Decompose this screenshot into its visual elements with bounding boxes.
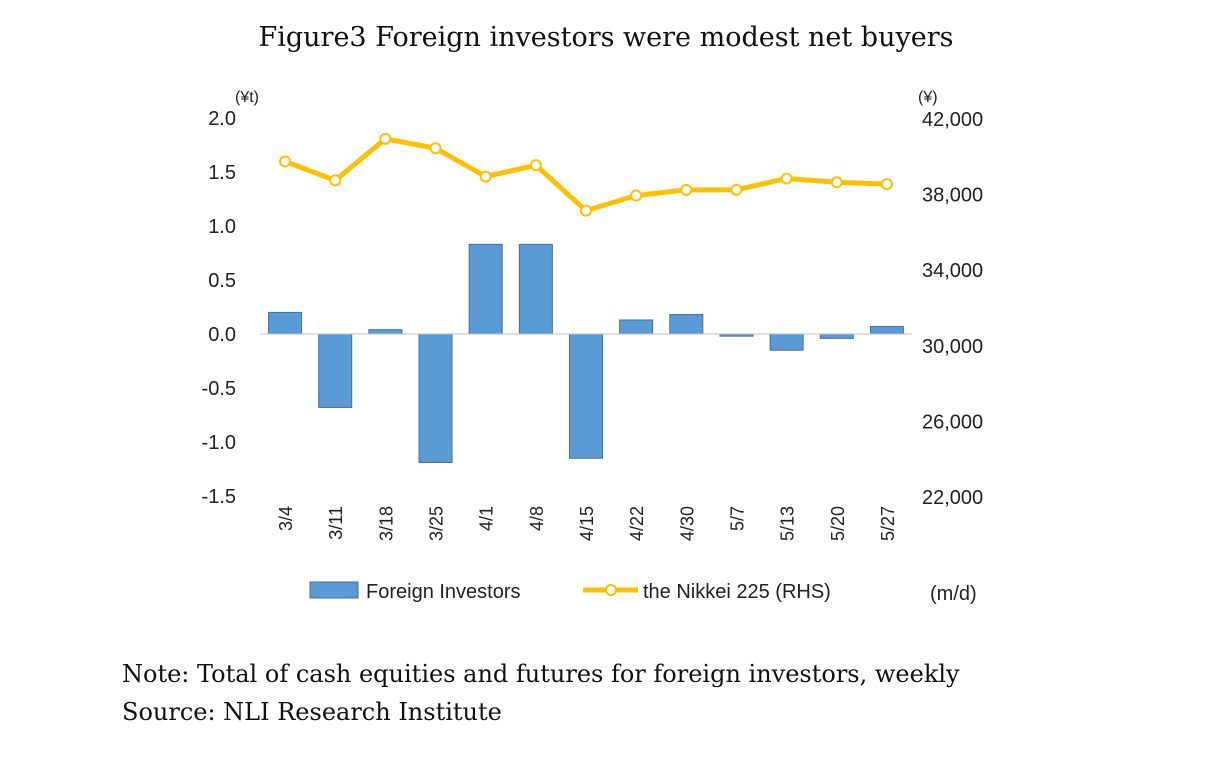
line-point bbox=[379, 132, 392, 145]
bar bbox=[869, 325, 904, 335]
line-point bbox=[730, 183, 743, 196]
x-tick-label: 4/30 bbox=[677, 506, 697, 541]
x-tick-label: 3/25 bbox=[427, 506, 447, 541]
line-point bbox=[479, 170, 492, 183]
left-axis: -1.5 -1.0 -0.5 0.0 0.5 1.0 1.5 2.0 bbox=[202, 108, 236, 508]
x-tick-label: 5/20 bbox=[828, 506, 848, 541]
left-tick-label: 2.0 bbox=[208, 108, 236, 130]
bar bbox=[819, 333, 854, 339]
bar bbox=[518, 243, 553, 335]
left-axis-unit: (¥t) bbox=[235, 89, 259, 106]
x-tick-label: 4/15 bbox=[577, 506, 597, 541]
bar-series-foreign-investors bbox=[268, 243, 904, 464]
x-tick-label: 5/7 bbox=[727, 506, 747, 531]
bar bbox=[268, 311, 303, 335]
line-point bbox=[630, 189, 643, 202]
left-tick-label: -0.5 bbox=[202, 378, 236, 400]
x-tick-label: 5/27 bbox=[878, 506, 898, 541]
x-tick-label: 4/1 bbox=[477, 506, 497, 531]
bar bbox=[669, 314, 704, 335]
x-axis: 3/4 3/11 3/18 3/25 4/1 4/8 4/15 4/22 4/30 5/7 5/13… bbox=[276, 506, 898, 541]
legend-line-marker bbox=[605, 584, 617, 596]
x-tick-label: 5/13 bbox=[778, 506, 798, 541]
line-point bbox=[680, 183, 693, 196]
figure-title: Figure3 Foreign investors were modest ne… bbox=[258, 22, 954, 53]
right-axis-unit: (¥) bbox=[918, 89, 938, 106]
legend-label-nikkei: the Nikkei 225 (RHS) bbox=[643, 581, 831, 603]
right-tick-label: 38,000 bbox=[922, 185, 983, 207]
left-tick-label: 0.0 bbox=[208, 324, 236, 346]
line-point bbox=[830, 176, 843, 189]
bar bbox=[318, 333, 353, 408]
x-tick-label: 4/8 bbox=[527, 506, 547, 531]
left-tick-label: 1.0 bbox=[208, 216, 236, 238]
line-point bbox=[529, 159, 542, 172]
right-tick-label: 42,000 bbox=[922, 109, 983, 131]
x-tick-label: 3/11 bbox=[326, 506, 346, 540]
legend-label-foreign-investors: Foreign Investors bbox=[366, 581, 521, 603]
right-tick-label: 30,000 bbox=[922, 336, 983, 358]
right-tick-label: 22,000 bbox=[922, 487, 983, 509]
figure-source: Source: NLI Research Institute bbox=[122, 698, 502, 726]
line-point bbox=[279, 155, 292, 168]
right-tick-label: 34,000 bbox=[922, 260, 983, 282]
bar bbox=[468, 243, 503, 335]
bar bbox=[619, 319, 654, 335]
bar bbox=[418, 333, 453, 464]
bar bbox=[569, 333, 603, 459]
legend: Foreign Investors the Nikkei 225 (RHS) (… bbox=[309, 581, 977, 605]
left-tick-label: -1.5 bbox=[202, 486, 236, 508]
line-point bbox=[580, 204, 592, 217]
left-tick-label: -1.0 bbox=[202, 432, 236, 454]
x-tick-label: 3/4 bbox=[276, 506, 296, 531]
bar bbox=[368, 329, 403, 335]
right-axis: 22,000 26,000 30,000 34,000 38,000 42,000 bbox=[922, 109, 983, 509]
x-tick-label: 3/18 bbox=[376, 506, 396, 541]
line-point bbox=[329, 174, 342, 187]
left-tick-label: 1.5 bbox=[208, 162, 236, 184]
right-tick-label: 26,000 bbox=[922, 411, 983, 433]
line-point bbox=[780, 172, 793, 185]
bar bbox=[769, 333, 804, 351]
left-tick-label: 0.5 bbox=[208, 270, 236, 292]
line-series-nikkei bbox=[279, 132, 893, 217]
figure-note: Note: Total of cash equities and futures… bbox=[122, 660, 960, 688]
legend-bar-swatch bbox=[309, 581, 359, 599]
x-tick-label: 4/22 bbox=[627, 506, 647, 541]
line-point bbox=[429, 142, 442, 155]
series-line-nikkei bbox=[284, 136, 888, 214]
x-axis-unit-label: (m/d) bbox=[930, 583, 977, 605]
line-point bbox=[880, 178, 893, 191]
